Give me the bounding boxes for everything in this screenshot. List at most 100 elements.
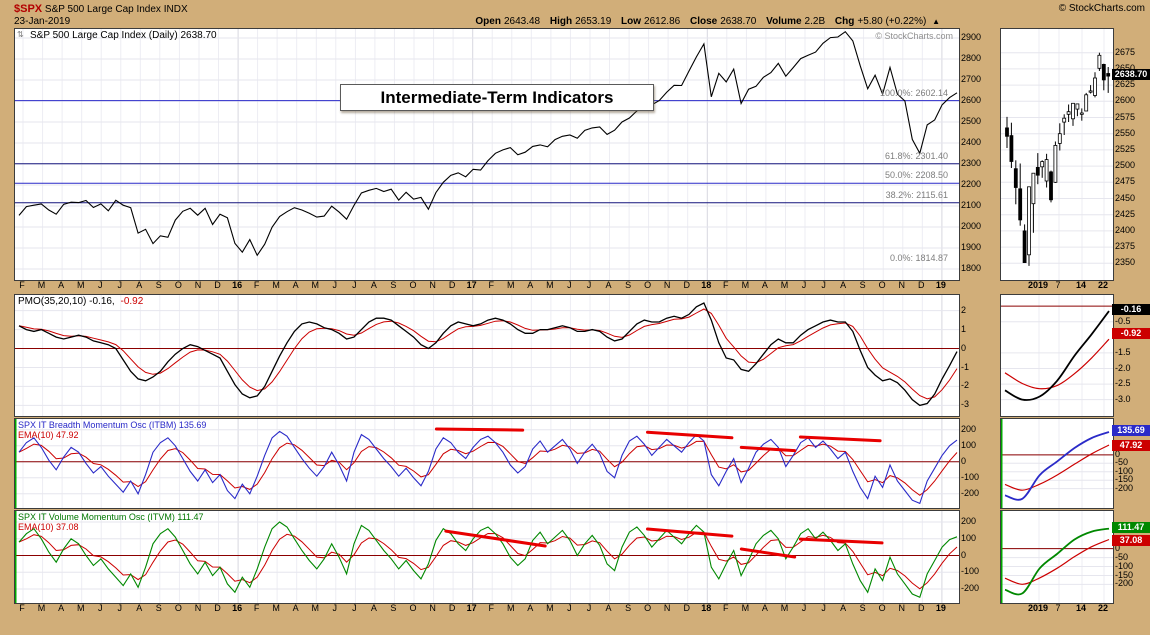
mini-y-axis-label: -200 bbox=[1115, 578, 1134, 589]
mini-y-axis-label: -200 bbox=[1115, 482, 1134, 493]
itvm-panel bbox=[14, 510, 960, 604]
y-axis-label: -1 bbox=[961, 361, 970, 372]
x-axis-label: D bbox=[214, 280, 221, 290]
copyright-text: © StockCharts.com bbox=[1058, 3, 1145, 14]
x-axis-label: J bbox=[117, 603, 123, 613]
x-axis-label: J bbox=[567, 603, 572, 613]
x-axis-label: J bbox=[567, 280, 572, 290]
x-axis-label: O bbox=[174, 280, 182, 290]
x-axis-label: N bbox=[663, 280, 671, 290]
pmo-line bbox=[18, 302, 958, 407]
candle-body bbox=[1027, 186, 1031, 256]
red-trendline-annotation bbox=[798, 537, 884, 545]
mini-y-axis-label: -0.5 bbox=[1115, 315, 1131, 326]
price-panel bbox=[14, 28, 960, 281]
y-axis-label: 2900 bbox=[961, 32, 982, 42]
x-axis-label: J bbox=[586, 280, 592, 290]
mini-y-axis-label: 2500 bbox=[1115, 160, 1136, 171]
y-axis-label: 2600 bbox=[961, 95, 982, 105]
x-axis-label: 17 bbox=[466, 603, 477, 613]
low-label: Low bbox=[621, 16, 642, 27]
y-axis-label: -200 bbox=[961, 487, 980, 498]
up-arrow-icon: ▲ bbox=[932, 17, 940, 26]
pmo-chart-svg bbox=[15, 295, 959, 416]
ohlc-quote-line: Open 2643.48 High 2653.19 Low 2612.86 Close… bbox=[475, 16, 940, 27]
x-axis-label: M bbox=[780, 603, 789, 613]
x-axis-label: A bbox=[527, 280, 534, 290]
candle-body bbox=[1044, 159, 1049, 182]
x-axis-label: N bbox=[429, 280, 436, 290]
close-value: 2638.70 bbox=[720, 16, 757, 27]
red-trendline-annotation bbox=[646, 430, 734, 440]
mini-y-axis-label: -100 bbox=[1115, 465, 1134, 476]
x-axis-label: O bbox=[878, 280, 886, 290]
x-axis-label: N bbox=[898, 603, 906, 613]
y-axis-label: 2700 bbox=[961, 74, 982, 84]
x-axis-label: M bbox=[272, 280, 280, 290]
x-axis-label: S bbox=[390, 603, 397, 613]
x-axis-label: A bbox=[605, 603, 612, 613]
mini-y-axis-label: 2675 bbox=[1115, 46, 1136, 57]
price-chart-svg bbox=[15, 29, 959, 280]
candle-body bbox=[1057, 133, 1062, 144]
mini-y-axis-label: 2575 bbox=[1115, 111, 1136, 122]
itbm-mini-line bbox=[1004, 431, 1110, 501]
candle-body bbox=[1035, 166, 1040, 176]
mini-y-axis-label: -50 bbox=[1115, 457, 1129, 468]
red-trendline-annotation bbox=[444, 529, 547, 548]
x-axis-label: J bbox=[117, 280, 123, 290]
candle-body bbox=[1062, 117, 1067, 123]
x-axis-label: A bbox=[605, 280, 612, 290]
x-axis-label: D bbox=[448, 280, 456, 290]
mini-x-axis-label: 2019 bbox=[1027, 603, 1049, 613]
x-axis-label: M bbox=[546, 603, 554, 613]
itvm-ema-badge: 37.08 bbox=[1112, 534, 1150, 546]
x-axis-label: M bbox=[76, 603, 85, 613]
red-trendline-annotation bbox=[434, 427, 525, 432]
itvm-last-badge: 111.47 bbox=[1112, 521, 1150, 533]
mini-y-axis-label: 2525 bbox=[1115, 143, 1136, 154]
x-axis-label: M bbox=[780, 280, 789, 290]
x-axis-label: 19 bbox=[935, 280, 946, 290]
red-trendline-annotation bbox=[646, 527, 734, 538]
fib-level-label: 100.0%: 2602.14 bbox=[879, 87, 948, 98]
x-axis-label: M bbox=[76, 280, 85, 290]
x-axis-label: M bbox=[272, 603, 280, 613]
x-axis-label: J bbox=[821, 603, 826, 613]
mini-y-axis-label: 0 bbox=[1115, 448, 1121, 459]
candle-body bbox=[1101, 64, 1106, 81]
x-axis-label: F bbox=[488, 603, 494, 613]
y-axis-label: 2 bbox=[961, 304, 967, 315]
exchange-label: INDX bbox=[163, 4, 188, 15]
panel-expand-icon bbox=[17, 30, 24, 39]
x-axis-label: N bbox=[429, 603, 436, 613]
y-axis-label: 100 bbox=[961, 439, 977, 450]
y-axis-label: -3 bbox=[961, 399, 970, 410]
mini-y-axis-label: 2625 bbox=[1115, 79, 1136, 90]
x-axis-label: F bbox=[19, 603, 25, 613]
x-axis-label: A bbox=[370, 603, 377, 613]
x-axis-label: 18 bbox=[701, 280, 712, 290]
x-axis-label: J bbox=[801, 603, 807, 613]
y-axis-label: 200 bbox=[961, 423, 977, 434]
y-axis-label: 200 bbox=[961, 516, 977, 526]
price-panel-title: S&P 500 Large Cap Index (Daily) 2638.70 bbox=[30, 30, 217, 41]
itbm-line bbox=[18, 430, 958, 505]
candle-body bbox=[1079, 112, 1084, 115]
candle-body bbox=[1040, 161, 1045, 168]
candle-body bbox=[1013, 168, 1018, 188]
x-axis-label: M bbox=[311, 280, 320, 290]
pmo-ema-line bbox=[18, 308, 958, 400]
itvm-mini-line bbox=[1004, 527, 1110, 596]
mini-itvm-panel bbox=[1000, 510, 1114, 604]
mini-y-axis-label: 0 bbox=[1115, 542, 1121, 553]
itvm-mini-ema-line bbox=[1004, 538, 1110, 585]
candle-body bbox=[1049, 171, 1053, 201]
price-line bbox=[18, 30, 958, 257]
candle-body bbox=[1018, 188, 1023, 221]
mini-y-axis-label: 2450 bbox=[1115, 192, 1136, 203]
candle-body bbox=[1066, 111, 1071, 115]
candle-body bbox=[1106, 73, 1111, 77]
candle-body bbox=[1088, 90, 1093, 93]
y-axis-label: 0 bbox=[961, 455, 967, 466]
